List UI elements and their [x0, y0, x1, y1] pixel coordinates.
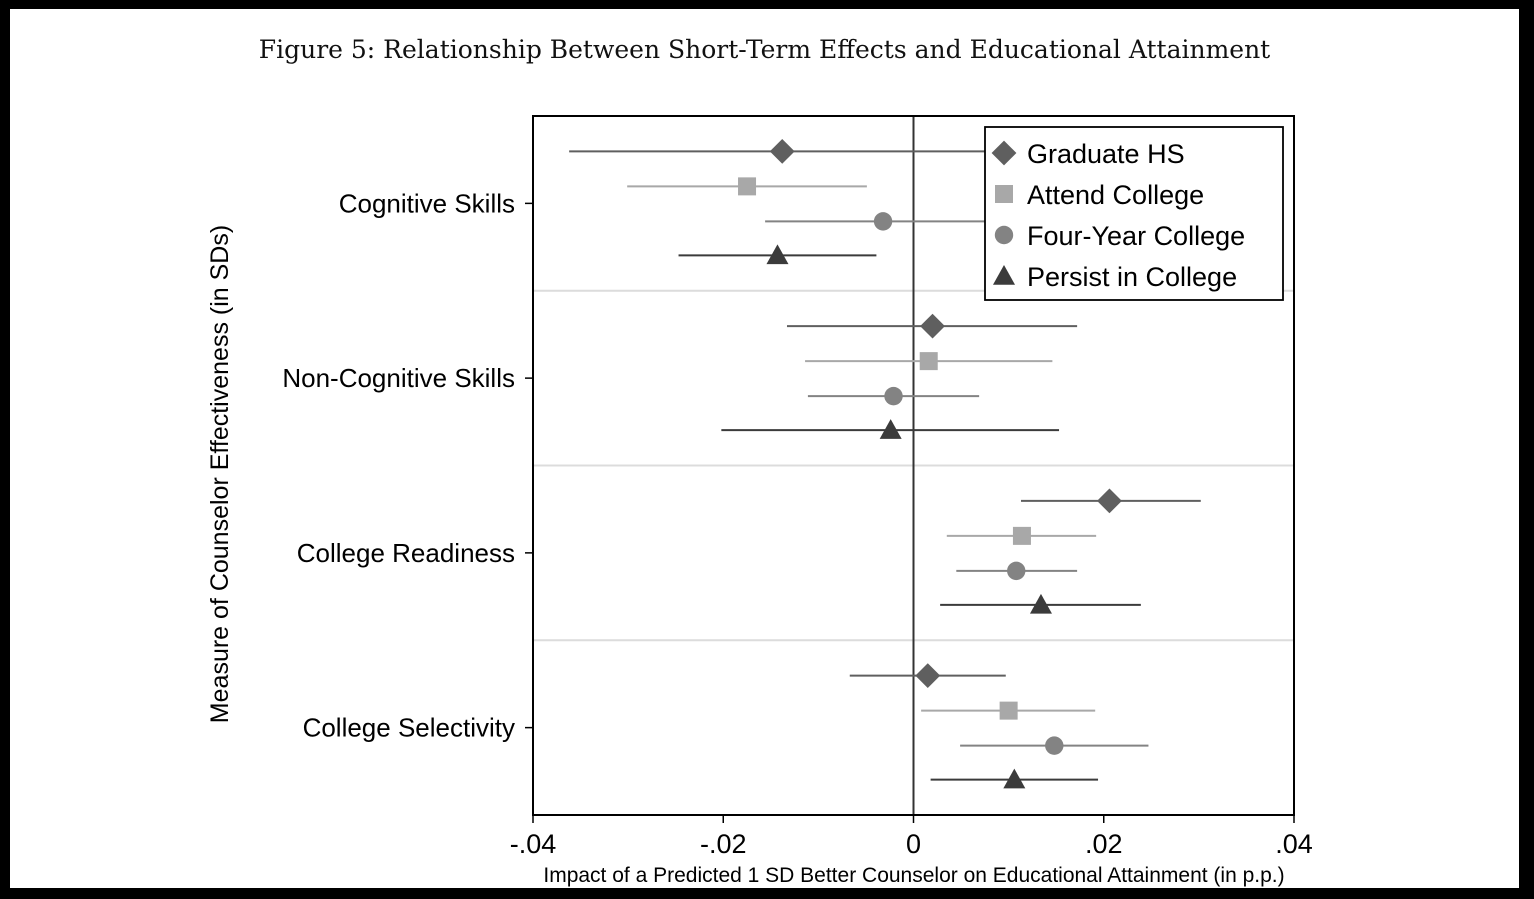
figure-frame: Figure 5: Relationship Between Short-Ter… — [10, 9, 1519, 888]
legend-label: Attend College — [1027, 180, 1204, 210]
x-tick-label: -.02 — [700, 829, 747, 859]
plot-layer: Cognitive Skills Non-Cognitive Skills Coll… — [282, 115, 1313, 859]
point-estimate-marker — [879, 419, 902, 439]
x-tick-label: -.04 — [510, 829, 557, 859]
point-estimate-marker — [884, 386, 903, 406]
legend-label: Graduate HS — [1027, 139, 1185, 169]
x-tick-label: .02 — [1085, 829, 1123, 859]
point-estimate-marker — [738, 177, 757, 196]
legend-box — [984, 126, 1284, 301]
point-estimate-marker — [1045, 736, 1064, 755]
point-estimate-marker — [1097, 488, 1122, 514]
plot-border — [532, 115, 1295, 816]
legend-marker — [991, 140, 1017, 166]
legend-marker — [994, 225, 1014, 245]
legend-marker — [993, 265, 1015, 285]
point-estimate-marker — [919, 352, 938, 371]
point-estimate-marker — [769, 138, 795, 164]
category-label: Non-Cognitive Skills — [282, 363, 515, 393]
point-estimate-marker — [1003, 768, 1026, 789]
point-estimate-marker — [1029, 593, 1052, 614]
x-tick-label: 0 — [906, 829, 921, 859]
category-label: Cognitive Skills — [339, 188, 515, 218]
point-estimate-marker — [915, 663, 941, 689]
point-estimate-marker — [920, 313, 945, 339]
x-axis-title: Impact of a Predicted 1 SD Better Counse… — [543, 864, 1284, 887]
category-label: College Readiness — [297, 538, 515, 568]
figure-title: Figure 5: Relationship Between Short-Ter… — [258, 35, 1271, 64]
category-label: College Selectivity — [303, 713, 515, 743]
point-estimate-marker — [999, 701, 1018, 720]
legend-marker — [995, 185, 1013, 203]
point-estimate-marker — [1012, 526, 1031, 545]
legend-label: Four-Year College — [1027, 221, 1245, 251]
point-estimate-marker — [1007, 561, 1026, 581]
point-estimate-marker — [873, 212, 893, 231]
x-tick-label: .04 — [1275, 829, 1313, 859]
point-estimate-marker — [766, 244, 789, 265]
y-axis-title: Measure of Counselor Effectiveness (in S… — [206, 225, 234, 723]
legend-label: Persist in College — [1027, 262, 1237, 292]
coefficient-plot: Cognitive Skills Non-Cognitive Skills Coll… — [206, 115, 1313, 887]
